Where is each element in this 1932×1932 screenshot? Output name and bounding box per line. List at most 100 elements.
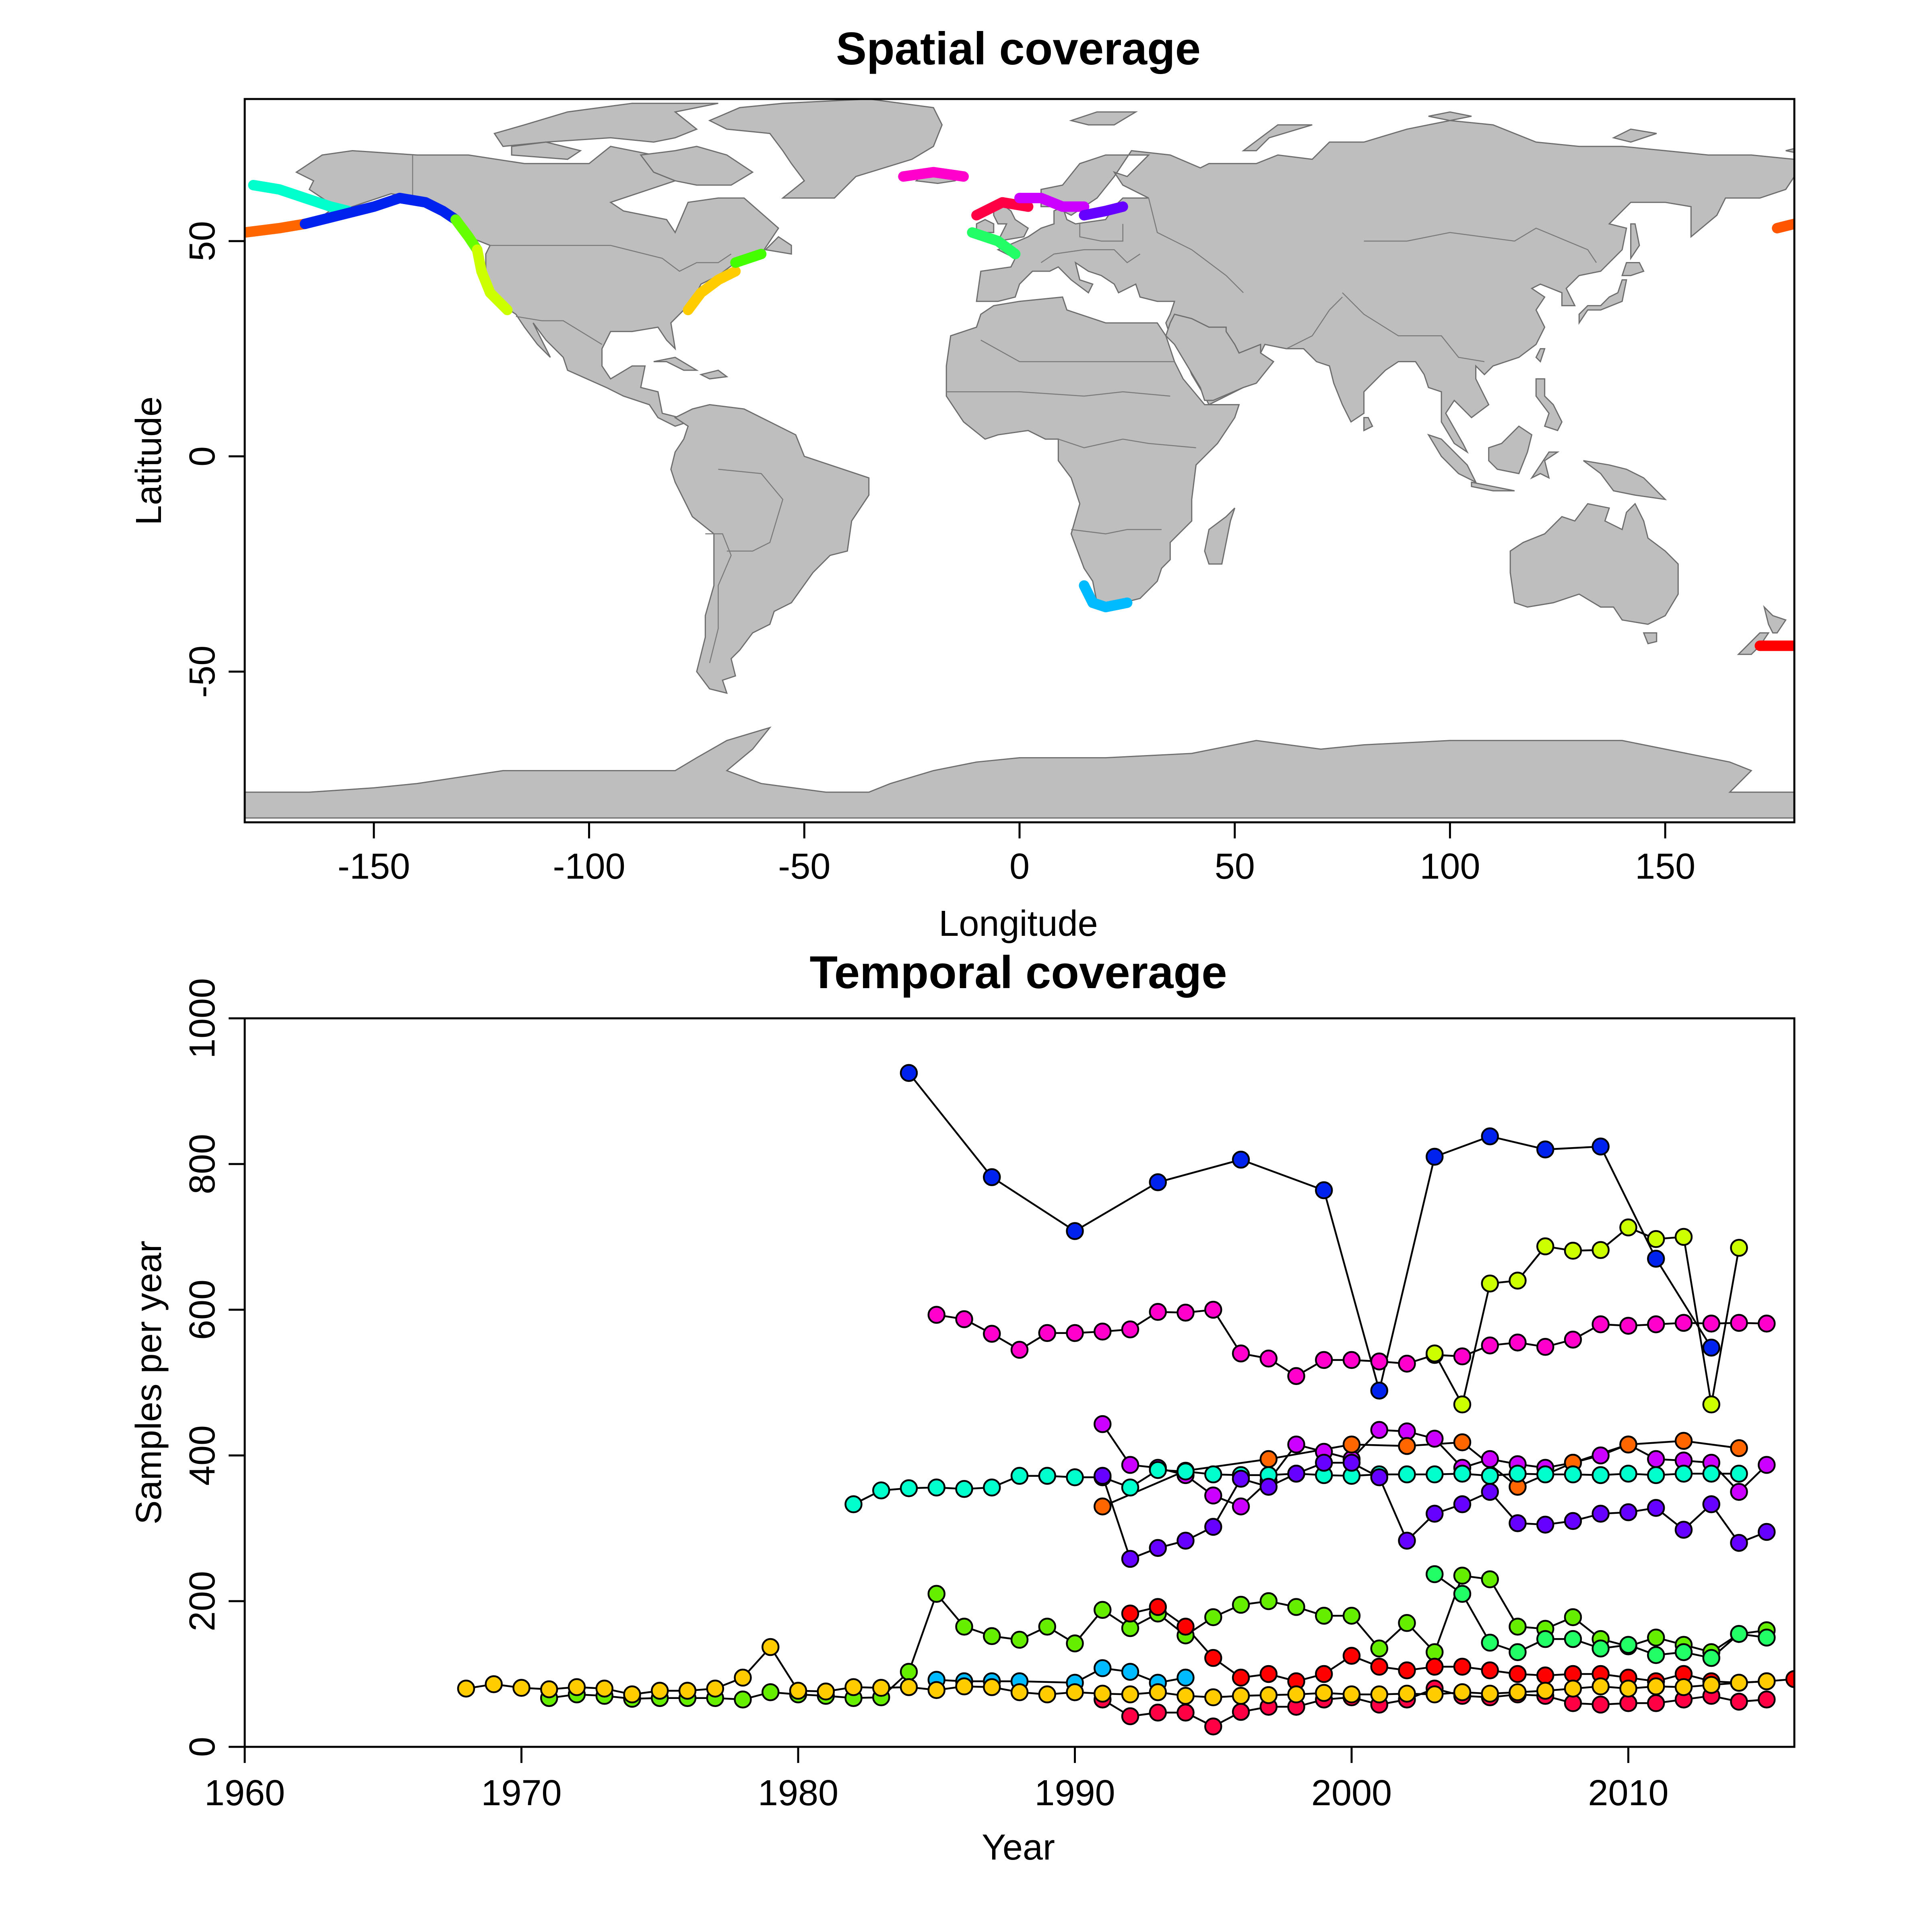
chart-x-label: Year (982, 1827, 1055, 1868)
data-point (1177, 1462, 1195, 1481)
data-point (1426, 1505, 1444, 1523)
data-point (844, 1678, 863, 1696)
data-point (1647, 1629, 1665, 1647)
map-x-tick-label: -50 (778, 846, 830, 887)
land-ireland (976, 219, 995, 233)
data-point (1591, 1677, 1610, 1696)
map-x-tick-label: 100 (1420, 846, 1480, 887)
sample-region-8 (898, 167, 969, 182)
map-x-tick-label: 50 (1215, 846, 1255, 887)
data-point (1177, 1668, 1195, 1687)
data-point (1398, 1661, 1416, 1680)
data-point (1619, 1465, 1637, 1483)
land-new-guinea (1583, 460, 1667, 500)
data-point (1674, 1643, 1693, 1661)
data-point (1591, 1466, 1610, 1484)
data-point (1536, 1338, 1554, 1356)
data-point (1564, 1465, 1582, 1484)
x-tick-label: 2010 (1588, 1773, 1668, 1813)
data-point (872, 1679, 890, 1697)
chart-x-axis: 1960 1970 1980 1990 2000 2010 (204, 1747, 1669, 1813)
data-point (1481, 1483, 1499, 1501)
x-tick-label: 1970 (481, 1773, 561, 1813)
land-arctic-archipelago (493, 103, 718, 147)
data-point (1702, 1465, 1720, 1483)
data-point (1204, 1300, 1222, 1319)
data-point (1481, 1661, 1499, 1680)
data-point (1370, 1639, 1388, 1657)
data-point (1398, 1684, 1416, 1703)
data-point (1342, 1351, 1361, 1369)
data-point (1066, 1222, 1084, 1240)
data-point (1619, 1503, 1637, 1521)
sample-regions (245, 167, 1794, 651)
data-point (651, 1682, 669, 1700)
data-point (1315, 1684, 1333, 1702)
data-point (1591, 1241, 1610, 1259)
chart-title: Temporal coverage (810, 947, 1227, 998)
data-point (762, 1683, 780, 1701)
data-point (1509, 1643, 1527, 1661)
data-point (1121, 1604, 1139, 1623)
land-south-america (670, 404, 870, 694)
data-point (1453, 1585, 1472, 1603)
data-point (1066, 1324, 1084, 1342)
data-point (1370, 1468, 1388, 1486)
land-hokkaido (1621, 262, 1645, 277)
data-point (872, 1481, 890, 1500)
data-point (789, 1682, 807, 1700)
data-point (1702, 1649, 1720, 1667)
data-point (1121, 1685, 1139, 1703)
data-point (1232, 1344, 1250, 1362)
data-point (1509, 1665, 1527, 1683)
data-point (1758, 1315, 1776, 1333)
data-point (1094, 1497, 1112, 1515)
data-point (1619, 1679, 1637, 1698)
land-sulawesi (1530, 451, 1560, 480)
map-x-tick-label: 150 (1635, 846, 1695, 887)
data-point (1619, 1636, 1637, 1654)
data-point (900, 1663, 918, 1681)
data-point (1342, 1647, 1361, 1665)
land-arabia (1165, 314, 1275, 401)
border-us-canada (490, 245, 732, 272)
land-newfoundland (764, 236, 792, 255)
data-point (1647, 1230, 1665, 1248)
data-point (1758, 1690, 1776, 1709)
sample-region-15 (1772, 219, 1794, 233)
chart-y-axis: 0 200 400 600 800 1000 (182, 978, 245, 1757)
data-point (1619, 1218, 1637, 1236)
data-point (1536, 1237, 1554, 1255)
data-point (1702, 1495, 1720, 1513)
data-point (1647, 1694, 1665, 1712)
data-point (1674, 1432, 1693, 1450)
data-point (1149, 1683, 1167, 1701)
data-point (1674, 1521, 1693, 1539)
data-point (1232, 1668, 1250, 1687)
data-point (1287, 1465, 1305, 1483)
data-point (1536, 1666, 1554, 1684)
data-point (1426, 1685, 1444, 1703)
land-sakhalin (1630, 223, 1640, 260)
data-point (734, 1668, 752, 1687)
y-tick-label: 800 (182, 1134, 223, 1194)
border-africa-south (1071, 529, 1162, 535)
data-point (1094, 1323, 1112, 1341)
data-point (1177, 1703, 1195, 1722)
x-tick-label: 1980 (758, 1773, 838, 1813)
data-point (1481, 1127, 1499, 1146)
temporal-panel: Temporal coverage 1960 1970 1980 1990 2000 20… (129, 947, 1796, 1868)
data-point (1591, 1446, 1610, 1465)
data-point (1232, 1497, 1250, 1515)
data-point (1674, 1465, 1693, 1483)
data-point (1619, 1435, 1637, 1454)
data-point (1536, 1515, 1554, 1534)
map-y-tick-label: 50 (182, 221, 223, 261)
data-point (1730, 1483, 1748, 1501)
data-point (1370, 1685, 1388, 1703)
data-point (817, 1682, 835, 1701)
land-greenland (708, 99, 943, 199)
data-point (1481, 1467, 1499, 1485)
land-sumatra (1427, 433, 1477, 484)
border-africa-sahel (946, 391, 1170, 397)
